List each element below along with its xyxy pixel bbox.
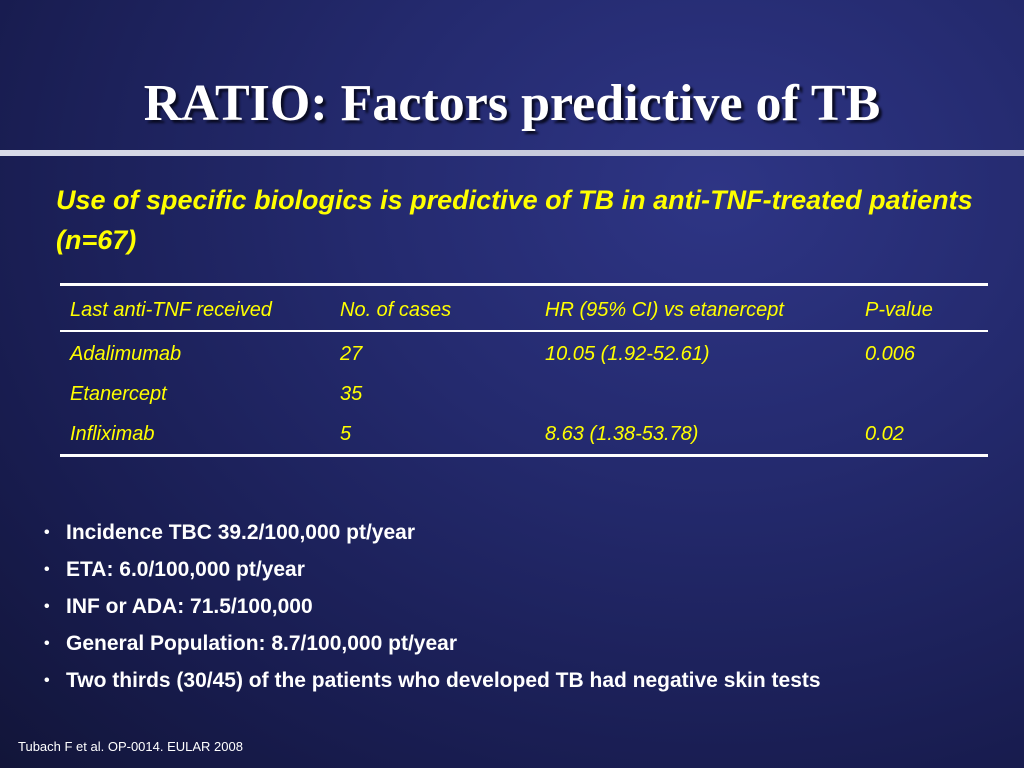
slide-title: RATIO: Factors predictive of TB — [143, 75, 881, 132]
bullet-icon: • — [44, 598, 50, 615]
bullet-icon: • — [44, 635, 50, 652]
table-row: Etanercept 35 — [60, 374, 988, 414]
bullet-text: Two thirds (30/45) of the patients who d… — [66, 669, 821, 692]
title-divider — [0, 150, 1024, 156]
cell-cases: 35 — [340, 383, 363, 405]
cell-p-value: 0.02 — [865, 423, 904, 445]
table-header-row: Last anti-TNF received No. of cases HR (… — [60, 284, 988, 332]
table-row: Adalimumab 27 10.05 (1.92-52.61) 0.006 — [60, 331, 988, 374]
bullet-icon: • — [44, 524, 50, 541]
bullet-item: • Incidence TBC 39.2/100,000 pt/year — [44, 514, 821, 551]
bullet-item: • General Population: 8.7/100,000 pt/year — [44, 625, 821, 662]
table-row: Infliximab 5 8.63 (1.38-53.78) 0.02 — [60, 414, 988, 456]
bullet-text: General Population: 8.7/100,000 pt/year — [66, 632, 457, 655]
bullet-icon: • — [44, 561, 50, 578]
cell-cases: 27 — [340, 343, 363, 365]
cell-drug: Adalimumab — [70, 343, 182, 365]
results-table: Last anti-TNF received No. of cases HR (… — [60, 283, 988, 457]
bullet-text: ETA: 6.0/100,000 pt/year — [66, 558, 305, 581]
bullet-icon: • — [44, 672, 50, 689]
cell-p-value — [855, 374, 988, 414]
bullet-item: • Two thirds (30/45) of the patients who … — [44, 662, 821, 699]
bullet-list: • Incidence TBC 39.2/100,000 pt/year • ETA… — [44, 514, 821, 699]
header-p-value: P-value — [855, 284, 988, 332]
slide-subtitle: Use of specific biologics is predictive … — [56, 185, 973, 255]
header-last-anti-tnf: Last anti-TNF received — [60, 284, 330, 332]
cell-hr — [535, 374, 855, 414]
cell-hr: 10.05 (1.92-52.61) — [545, 343, 710, 365]
cell-drug: Infliximab — [70, 423, 155, 445]
cell-hr: 8.63 (1.38-53.78) — [545, 423, 699, 445]
citation-footnote: Tubach F et al. OP-0014. EULAR 2008 — [18, 739, 243, 754]
header-hr-ci: HR (95% CI) vs etanercept — [535, 284, 855, 332]
bullet-item: • INF or ADA: 71.5/100,000 — [44, 588, 821, 625]
cell-p-value: 0.006 — [865, 343, 916, 365]
cell-cases: 5 — [340, 423, 352, 445]
bullet-text: Incidence TBC 39.2/100,000 pt/year — [66, 521, 416, 544]
bullet-text: INF or ADA: 71.5/100,000 — [66, 595, 313, 618]
cell-drug: Etanercept — [70, 383, 167, 405]
header-no-of-cases: No. of cases — [330, 284, 535, 332]
bullet-item: • ETA: 6.0/100,000 pt/year — [44, 551, 821, 588]
